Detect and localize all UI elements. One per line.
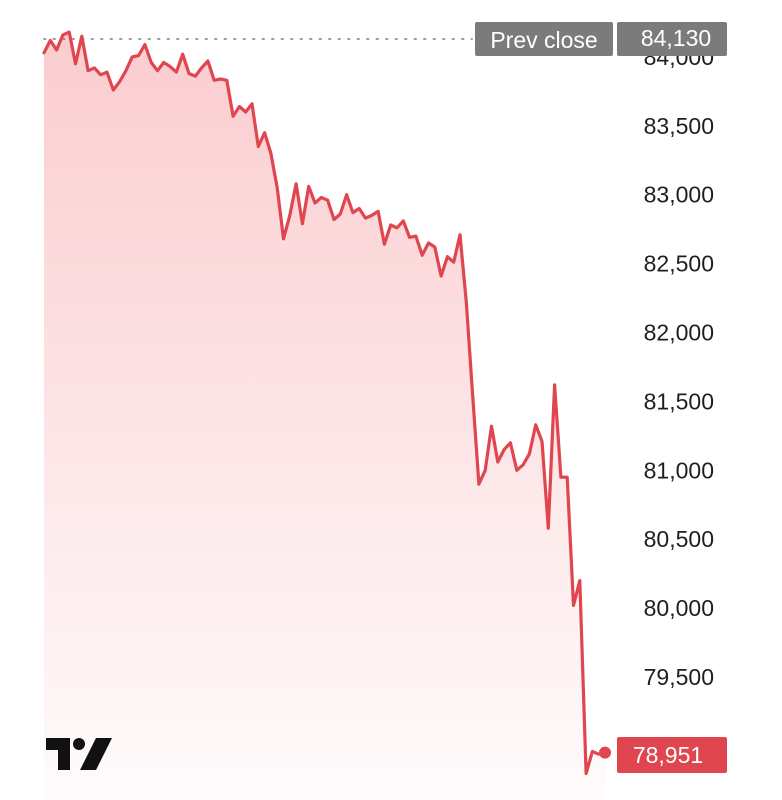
y-tick-label: 83,500: [644, 113, 714, 139]
y-tick-label: 81,000: [644, 457, 714, 483]
prev-close-badge: Prev close 84,130: [475, 22, 727, 56]
last-price-dot: [599, 746, 611, 759]
prev-close-label: Prev close: [490, 27, 597, 53]
last-price-value: 78,951: [633, 742, 703, 768]
y-tick-label: 80,000: [644, 595, 714, 621]
y-tick-label: 83,000: [644, 182, 714, 208]
y-tick-label: 81,500: [644, 388, 714, 414]
last-price-box: [617, 737, 727, 773]
y-axis: 84,00083,50083,00082,50082,00081,50081,0…: [644, 44, 714, 759]
prev-close-value-box: [617, 22, 727, 56]
y-tick-label: 79,500: [644, 664, 714, 690]
price-area: [44, 32, 605, 800]
tradingview-logo-icon: [46, 738, 112, 770]
last-price-badge: 78,951: [617, 737, 727, 773]
price-line: [42, 30, 607, 776]
y-tick-label: 80,500: [644, 526, 714, 552]
y-tick-label: 82,000: [644, 320, 714, 346]
prev-close-label-box: [475, 22, 613, 56]
y-tick-label: 82,500: [644, 251, 714, 277]
prev-close-value: 84,130: [641, 25, 711, 51]
